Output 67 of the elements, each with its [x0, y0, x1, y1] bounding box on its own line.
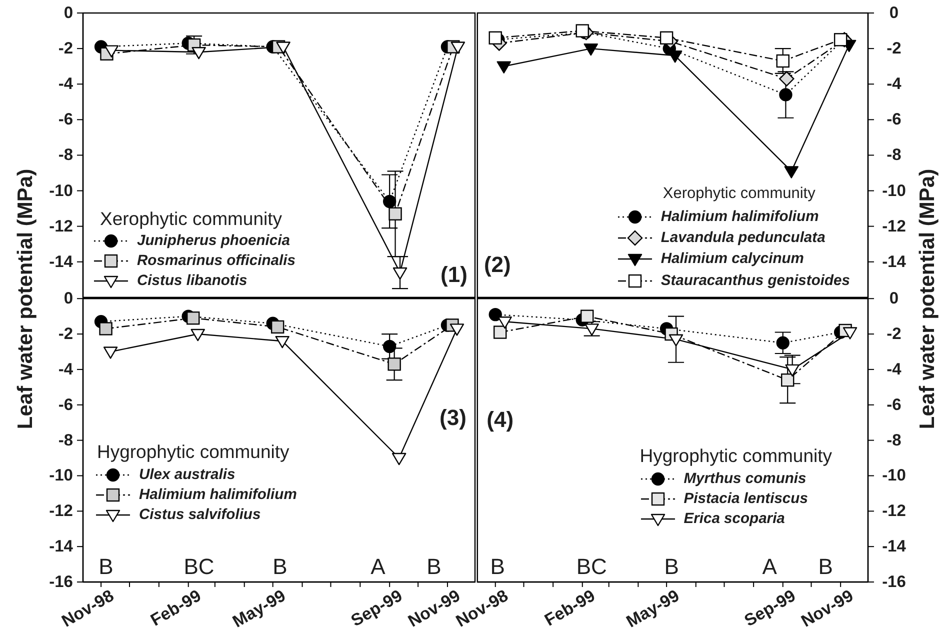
- y-tick-label: -2: [886, 40, 902, 58]
- y-tick-label: 0: [64, 4, 73, 22]
- y-tick-label: -4: [58, 360, 74, 378]
- y-tick-label: -4: [886, 75, 902, 94]
- legend-label: Halimium halimifolium: [660, 208, 819, 225]
- legend-label: Cistus libanotis: [137, 273, 248, 290]
- legend-label: Ulex australis: [139, 467, 236, 483]
- annotation: (3): [440, 404, 466, 430]
- legend-title: Hygrophytic community: [97, 440, 290, 464]
- y-tick-label: -2: [886, 325, 902, 344]
- y-tick-label: -16: [49, 573, 73, 591]
- y-tick-label: -8: [886, 146, 902, 164]
- y-tick-label: 0: [64, 290, 73, 308]
- legend-label: Myrthus comunis: [684, 470, 806, 486]
- y-tick-label: -4: [886, 360, 902, 378]
- y-tick-label: -2: [58, 40, 73, 58]
- y-tick-label: -6: [886, 110, 902, 129]
- y-tick-label: -12: [882, 502, 906, 520]
- annotation: B: [98, 554, 114, 579]
- y-tick-label: 0: [889, 4, 899, 22]
- y-tick-label: -14: [49, 538, 74, 556]
- y-tick-label: -6: [58, 110, 73, 129]
- legend-title: Hygrophytic community: [640, 444, 832, 468]
- legend-label: Cistus salvifolius: [139, 507, 261, 523]
- annotation: (4): [486, 407, 514, 432]
- annotation: BC: [184, 554, 214, 579]
- y-axis-title: Leaf water potential (MPa): [916, 168, 940, 430]
- legend-label: Erica scoparia: [684, 510, 785, 526]
- annotation: (1): [440, 262, 468, 287]
- legend-label: Junipherus phoenicia: [137, 233, 290, 250]
- y-tick-label: -8: [58, 146, 73, 164]
- legend-label: Halimium calycinum: [660, 251, 804, 268]
- annotation: B: [664, 554, 679, 579]
- y-tick-label: -4: [58, 75, 74, 94]
- annotation: BC: [576, 554, 607, 579]
- y-tick-label: -8: [886, 431, 902, 450]
- annotation: B: [272, 554, 288, 579]
- y-axis-title: Leaf water potential (MPa): [14, 168, 38, 430]
- y-tick-label: -6: [886, 396, 902, 414]
- legend-title: Xerophytic community: [100, 207, 283, 232]
- y-tick-label: -16: [882, 573, 906, 591]
- y-tick-label: -10: [49, 182, 73, 200]
- annotation: (2): [484, 252, 511, 277]
- y-tick-label: -12: [49, 502, 73, 520]
- legend-title: Xerophytic community: [662, 184, 816, 204]
- legend-label: Halimium halimifolium: [139, 487, 297, 503]
- y-tick-label: -12: [882, 217, 906, 236]
- y-tick-label: -12: [49, 217, 73, 236]
- annotation: B: [490, 554, 505, 579]
- legend-label: Pistacia lentiscus: [684, 490, 808, 506]
- y-tick-label: -14: [882, 538, 907, 556]
- y-tick-label: -2: [58, 325, 73, 344]
- annotation: A: [762, 554, 777, 579]
- y-tick-label: -8: [58, 431, 73, 450]
- y-tick-label: -10: [49, 466, 73, 485]
- y-tick-label: -10: [882, 182, 906, 200]
- legend-label: Stauracanthus genistoides: [660, 272, 850, 289]
- y-tick-label: -14: [882, 252, 907, 271]
- legend-label: Lavandula pedunculata: [660, 230, 826, 246]
- annotation: B: [426, 554, 442, 579]
- legend-label: Rosmarinus officinalis: [137, 253, 296, 270]
- annotation: B: [818, 554, 833, 579]
- y-tick-label: -10: [882, 466, 906, 485]
- y-tick-label: -14: [49, 252, 74, 271]
- y-tick-label: 0: [889, 290, 899, 308]
- y-tick-label: -6: [58, 396, 73, 414]
- annotation: A: [370, 554, 386, 579]
